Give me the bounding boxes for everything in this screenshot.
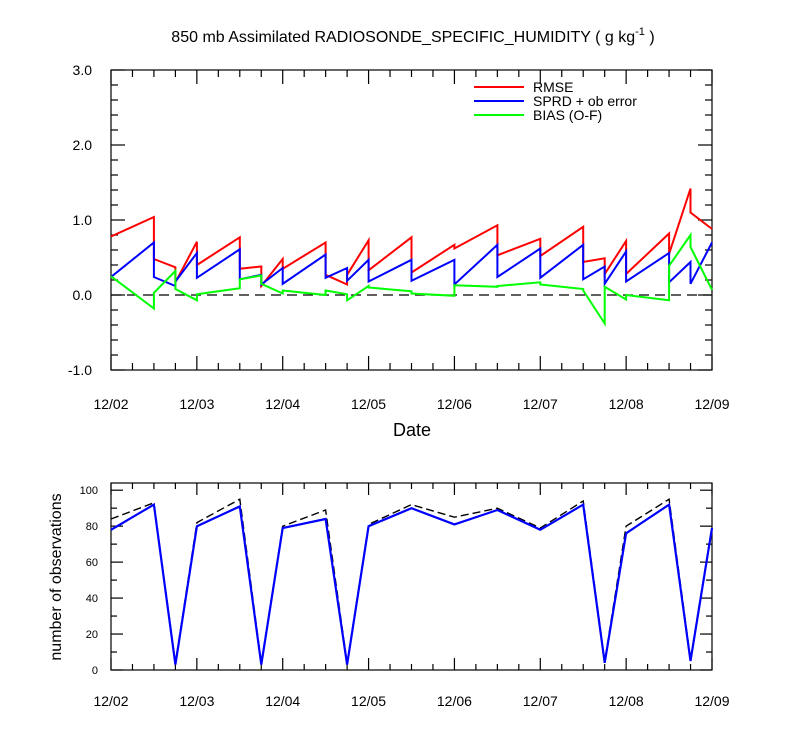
x-tick-label: 12/06 [437,693,472,709]
plot-frame [110,482,713,671]
y-tick-label: 80 [86,521,98,533]
y-tick-label: 2.0 [73,137,93,153]
plot-frame [110,69,713,371]
x-axis-label: Date [393,420,431,440]
x-tick-label: 12/07 [523,396,558,412]
x-tick-labels: 12/02 12/03 12/04 12/05 12/06 12/07 12/08 12/09 [93,396,729,412]
x-tick-label: 12/08 [609,693,644,709]
x-tick-label: 12/09 [694,396,729,412]
series-line-2 [110,231,713,327]
x-tick-label: 12/02 [93,693,128,709]
y-tick-label: -1.0 [68,362,92,378]
y-tick-label: 0 [92,665,98,677]
y-tick-label: 3.0 [73,62,93,78]
series-lines [110,188,713,327]
x-tick-label: 12/02 [93,396,128,412]
axis-ticks [110,69,713,371]
axis-ticks [110,483,713,671]
legend-label-2: BIAS (O-F) [533,107,602,123]
y-tick-labels: 0 20 40 60 80 100 [80,485,98,677]
x-tick-label: 12/04 [265,693,300,709]
x-tick-label: 12/03 [179,693,214,709]
legend-label-0: RMSE [533,79,573,95]
y-tick-label: 0.0 [73,287,93,303]
series-line-1 [110,240,713,288]
x-tick-label: 12/09 [694,693,729,709]
diagnostics-chart: 850 mb Assimilated RADIOSONDE_SPECIFIC_H… [68,26,730,440]
series-line-1 [110,502,714,665]
legend-label-1: SPRD + ob error [533,93,637,109]
y-tick-label: 100 [80,485,98,497]
y-tick-label: 60 [86,557,98,569]
x-tick-label: 12/05 [351,693,386,709]
y-tick-label: 1.0 [73,212,93,228]
x-tick-label: 12/07 [523,693,558,709]
y-axis-label: number of observations [48,493,65,660]
observations-chart: 12/02 12/03 12/04 12/05 12/06 12/07 12/08 12/09… [48,482,730,709]
x-tick-label: 12/06 [437,396,472,412]
y-tick-labels: -1.0 0.0 1.0 2.0 3.0 [68,62,92,378]
y-tick-label: 40 [86,593,98,605]
x-tick-label: 12/08 [609,396,644,412]
x-tick-label: 12/04 [265,396,300,412]
x-tick-label: 12/03 [179,396,214,412]
chart-title: 850 mb Assimilated RADIOSONDE_SPECIFIC_H… [171,26,654,46]
y-tick-label: 20 [86,629,98,641]
series-lines [110,498,714,665]
x-tick-label: 12/05 [351,396,386,412]
x-tick-labels: 12/02 12/03 12/04 12/05 12/06 12/07 12/08 12/09 [93,693,729,709]
series-line-0 [110,188,713,289]
